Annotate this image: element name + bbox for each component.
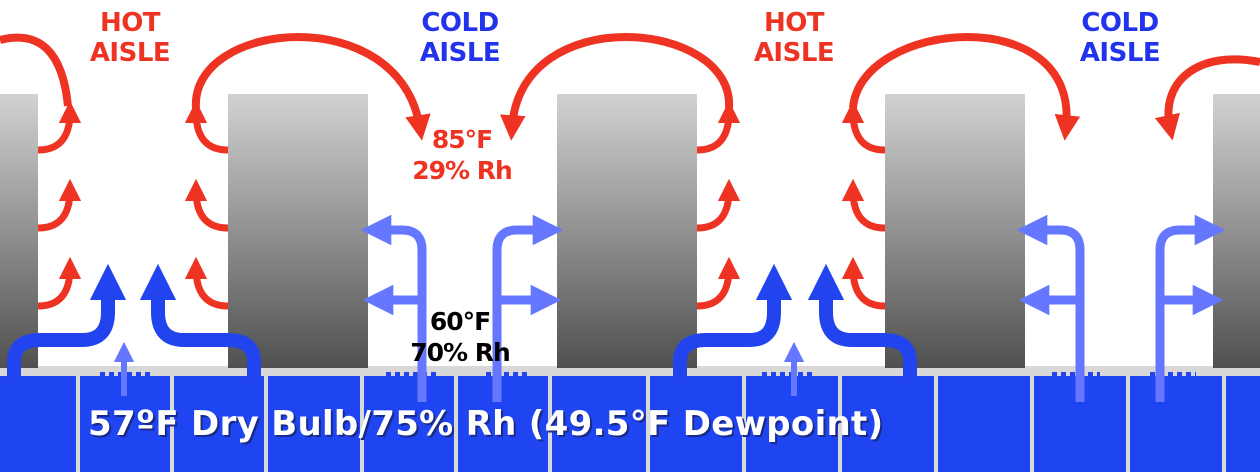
cold-aisle-label: COLD AISLE xyxy=(419,8,501,68)
server-rack xyxy=(885,94,1025,368)
raised-floor xyxy=(0,366,1260,472)
hot-air-humidity: 29% Rh xyxy=(412,156,513,185)
cold-aisle-condition-label: 60°F 70% Rh xyxy=(390,306,530,368)
server-racks xyxy=(0,94,1260,368)
hot-air-temperature: 85°F xyxy=(431,125,493,154)
cold-air-humidity: 70% Rh xyxy=(410,338,511,367)
server-rack xyxy=(557,94,697,368)
server-rack xyxy=(1213,94,1260,368)
hot-aisle-label: HOT AISLE xyxy=(753,8,835,68)
supply-air-condition-label: 57ºF Dry Bulb/75% Rh (49.5°F Dewpoint) xyxy=(88,404,884,444)
server-rack xyxy=(228,94,368,368)
floor-tile-dividers xyxy=(76,376,1226,472)
cold-aisle-label: COLD AISLE xyxy=(1079,8,1161,68)
hot-air-condition-label: 85°F 29% Rh xyxy=(392,124,532,186)
hot-exhaust-air-arrows xyxy=(0,33,1260,310)
hot-aisle-label: HOT AISLE xyxy=(89,8,171,68)
cold-air-temperature: 60°F xyxy=(429,307,491,336)
server-rack xyxy=(0,94,38,368)
cold-supply-air-arrows xyxy=(113,214,1226,402)
cold-air-bypass-arrows xyxy=(7,263,917,380)
